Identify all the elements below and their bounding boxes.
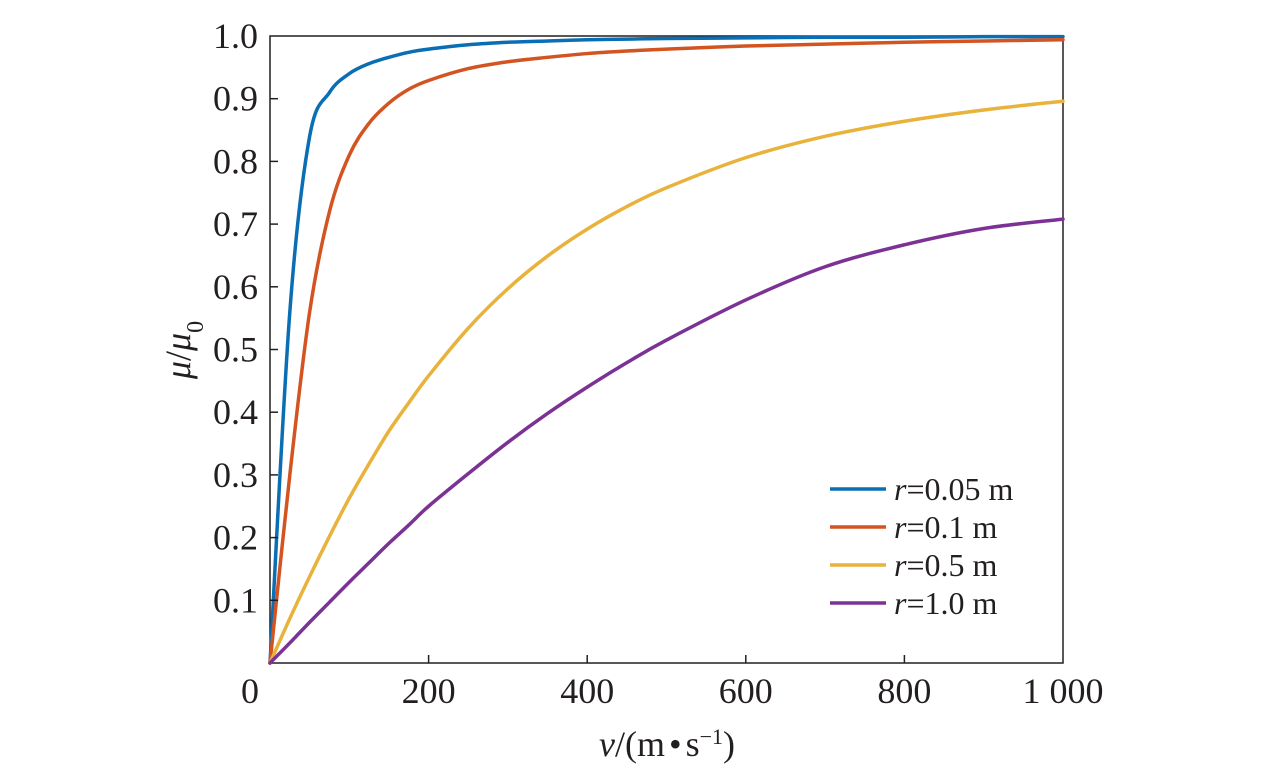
y-tick-label: 0.5 [213,330,258,370]
legend-label: r=0.1 m [894,509,998,545]
y-tick-label: 0.9 [213,79,258,119]
y-tick-label: 0.1 [213,580,258,620]
legend-label: r=1.0 m [894,585,998,621]
y-tick-label: 0.7 [213,204,258,244]
x-tick-label: 0 [241,671,259,711]
series-line-4 [268,217,1065,665]
axis-ticks: 0 200 400 600 800 1 000 0.1 0.2 0.3 0.4 0.5 0.6 0.7 0… [213,16,1104,711]
series-line-3 [268,99,1065,665]
legend-label: r=0.5 m [894,547,998,583]
y-tick-label: 0.4 [213,392,258,432]
x-tick-label: 200 [402,671,456,711]
y-tick-label: 0.3 [213,455,258,495]
legend: r=0.05 mr=0.1 mr=0.5 mr=1.0 m [830,471,1014,621]
series-lines [268,34,1065,665]
y-axis-title: μ/μ0 [158,321,209,380]
x-axis-title: v/(m • s−1) [599,724,735,765]
y-tick-label: 0.6 [213,267,258,307]
x-tick-label: 600 [719,671,773,711]
series-line-1 [268,34,1065,665]
x-tick-label: 1 000 [1023,671,1104,711]
y-tick-label: 1.0 [213,16,258,56]
legend-label: r=0.05 m [894,471,1014,507]
y-tick-label: 0.2 [213,518,258,558]
series-line-2 [268,38,1065,665]
y-tick-label: 0.8 [213,141,258,181]
x-tick-label: 400 [560,671,614,711]
x-tick-label: 800 [877,671,931,711]
